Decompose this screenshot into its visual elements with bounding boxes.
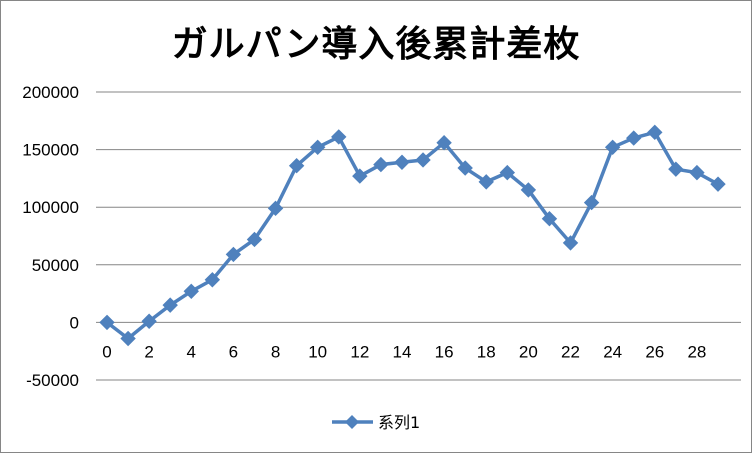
data-point-marker — [415, 152, 431, 168]
y-tick-label: -50000 — [26, 371, 79, 390]
x-tick-label: 20 — [519, 342, 538, 361]
x-tick-label: 24 — [603, 342, 622, 361]
data-point-marker — [288, 158, 305, 174]
data-point-marker — [478, 174, 494, 190]
data-point-marker — [331, 129, 347, 145]
series-line — [105, 130, 719, 341]
data-point-marker — [689, 164, 705, 181]
data-point-marker — [120, 330, 136, 347]
x-tick-label: 0 — [102, 342, 111, 361]
data-point-marker — [668, 161, 684, 177]
x-tick-label: 18 — [477, 342, 496, 361]
data-point-marker — [562, 235, 579, 251]
y-tick-label: 150000 — [22, 141, 79, 160]
y-tick-label: 0 — [70, 313, 79, 332]
data-point-marker — [267, 200, 284, 217]
data-point-marker — [99, 314, 115, 331]
data-point-marker — [710, 176, 726, 192]
y-tick-label: 50000 — [32, 256, 79, 275]
legend: 系列1 — [332, 413, 420, 432]
y-tick-labels: -50000 0 50000 100000 150000 200000 — [22, 83, 79, 390]
x-tick-label: 10 — [308, 342, 327, 361]
legend-marker — [345, 415, 359, 429]
x-tick-label: 2 — [144, 342, 153, 361]
legend-label: 系列1 — [378, 413, 420, 432]
data-point-marker — [141, 313, 157, 329]
data-point-marker — [394, 154, 410, 170]
data-point-marker — [626, 130, 642, 146]
data-point-marker — [204, 272, 221, 288]
data-point-marker — [647, 124, 663, 141]
data-point-marker — [162, 297, 178, 313]
x-tick-label: 6 — [229, 342, 238, 361]
x-tick-label: 4 — [187, 342, 196, 361]
data-point-marker — [246, 231, 263, 248]
x-tick-label: 22 — [561, 342, 580, 361]
x-tick-label: 16 — [435, 342, 454, 361]
data-point-marker — [225, 246, 242, 263]
y-tick-label: 200000 — [22, 83, 79, 102]
data-point-marker — [541, 211, 558, 227]
data-point-marker — [604, 139, 621, 156]
data-point-marker — [520, 182, 537, 198]
data-point-marker — [373, 156, 389, 173]
y-tick-label: 100000 — [22, 198, 79, 217]
x-tick-label: 28 — [687, 342, 706, 361]
data-point-marker — [309, 139, 326, 156]
data-point-marker — [457, 160, 473, 176]
data-point-marker — [436, 134, 452, 151]
x-tick-label: 14 — [393, 342, 412, 361]
data-point-marker — [499, 164, 516, 181]
data-point-marker — [352, 168, 368, 184]
series-group — [99, 124, 726, 347]
data-point-marker — [183, 283, 199, 300]
gridlines — [96, 91, 741, 381]
x-tick-label: 12 — [350, 342, 369, 361]
data-point-marker — [583, 194, 600, 211]
x-tick-label: 26 — [645, 342, 664, 361]
chart-title: ガルパン導入後累計差枚 — [171, 24, 581, 65]
x-tick-label: 8 — [271, 342, 280, 361]
x-tick-labels: 0 2 4 6 8 10 12 14 16 18 20 22 24 26 28 — [102, 342, 706, 361]
